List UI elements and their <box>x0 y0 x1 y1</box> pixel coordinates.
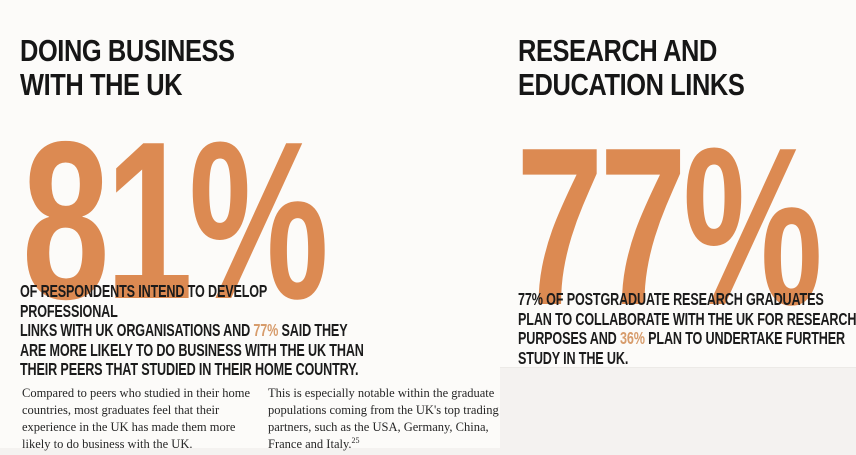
right-big-stat-77-percent: 77% <box>516 100 823 352</box>
left-statement-prefix: OF RESPONDENTS INTEND TO DEVELOP PROFESS… <box>20 281 267 340</box>
bottom-right-panel <box>500 367 856 455</box>
footnote-marker-25: 25 <box>351 435 360 445</box>
right-statement: 77% OF POSTGRADUATE RESEARCH GRADUATES P… <box>518 289 856 368</box>
right-statement-prefix: 77% OF POSTGRADUATE RESEARCH GRADUATES P… <box>518 289 856 348</box>
left-statement-suffix: SAID THEY ARE MORE LIKELY TO DO BUSINESS… <box>20 320 364 379</box>
right-statement-suffix: PLAN TO UNDERTAKE FURTHER STUDY IN THE U… <box>518 328 845 368</box>
left-section-heading: DOING BUSINESS WITH THE UK <box>20 32 235 102</box>
body-paragraph-column-1: Compared to peers who studied in their h… <box>22 386 251 451</box>
body-paragraph-column-2: This is especially notable within the gr… <box>268 385 518 453</box>
right-section-heading: RESEARCH AND EDUCATION LINKS <box>518 32 745 102</box>
left-statement: OF RESPONDENTS INTEND TO DEVELOP PROFESS… <box>20 281 366 380</box>
left-big-stat-81-percent: 81% <box>22 94 329 346</box>
body-paragraph-column-2-text: This is especially notable within the gr… <box>268 386 499 451</box>
bottom-page-edge-strip <box>0 448 856 455</box>
left-statement-highlight-77-percent: 77% <box>253 320 279 340</box>
right-statement-highlight-36-percent: 36% <box>619 328 645 348</box>
